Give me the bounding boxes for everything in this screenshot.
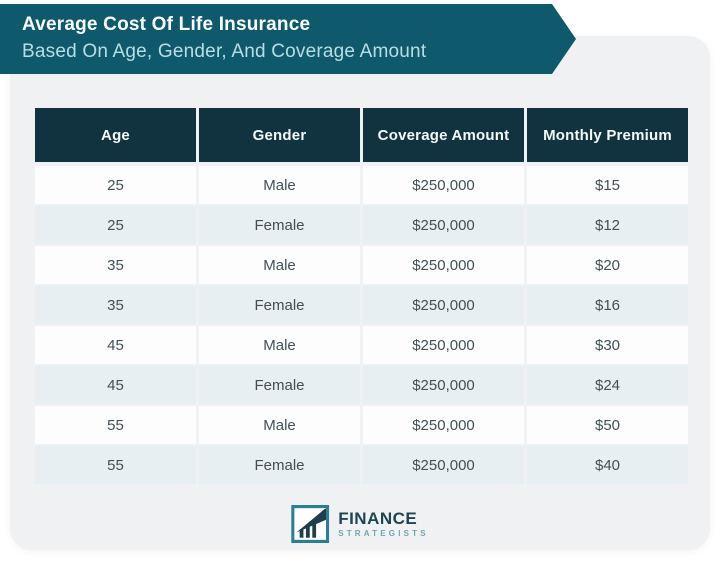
- table-cell: $40: [527, 446, 688, 484]
- table-cell: 25: [35, 166, 196, 204]
- table-cell: $30: [527, 326, 688, 364]
- column-header: Gender: [199, 108, 360, 162]
- table-cell: $250,000: [363, 366, 524, 404]
- table-cell: Female: [199, 286, 360, 324]
- table-cell: $20: [527, 246, 688, 284]
- brand-logo: FINANCE STRATEGISTS: [291, 505, 429, 543]
- table-cell: Female: [199, 446, 360, 484]
- table-cell: $250,000: [363, 166, 524, 204]
- table-cell: $15: [527, 166, 688, 204]
- table-cell: $16: [527, 286, 688, 324]
- table-header-row: Age Gender Coverage Amount Monthly Premium: [35, 108, 688, 162]
- table-cell: 35: [35, 246, 196, 284]
- table-cell: $250,000: [363, 406, 524, 444]
- table-cell: 25: [35, 206, 196, 244]
- table-cell: Male: [199, 246, 360, 284]
- table-body: 25 Male $250,000 $15 25 Female $250,000 $12 35 Ma…: [35, 166, 688, 484]
- table-cell: Male: [199, 166, 360, 204]
- table-cell: 35: [35, 286, 196, 324]
- table-cell: $250,000: [363, 326, 524, 364]
- page-title: Average Cost Of Life Insurance: [22, 14, 311, 35]
- table-cell: $12: [527, 206, 688, 244]
- table-cell: $250,000: [363, 246, 524, 284]
- table-cell: Female: [199, 366, 360, 404]
- table-cell: Female: [199, 206, 360, 244]
- brand-text: FINANCE STRATEGISTS: [338, 510, 429, 538]
- table-cell: 55: [35, 446, 196, 484]
- column-header: Monthly Premium: [527, 108, 688, 162]
- table-cell: $250,000: [363, 286, 524, 324]
- page-subtitle: Based On Age, Gender, And Coverage Amoun…: [22, 40, 427, 62]
- table-cell: Male: [199, 406, 360, 444]
- table-cell: $50: [527, 406, 688, 444]
- table-cell: $24: [527, 366, 688, 404]
- insurance-cost-table: Age Gender Coverage Amount Monthly Premium …: [35, 108, 688, 484]
- table-cell: 45: [35, 366, 196, 404]
- finance-strategists-logo-icon: [291, 505, 330, 543]
- table-cell: $250,000: [363, 446, 524, 484]
- column-header: Age: [35, 108, 196, 162]
- table-cell: $250,000: [363, 206, 524, 244]
- table-cell: 55: [35, 406, 196, 444]
- brand-tagline: STRATEGISTS: [338, 529, 429, 538]
- table-cell: 45: [35, 326, 196, 364]
- table-cell: Male: [199, 326, 360, 364]
- column-header: Coverage Amount: [363, 108, 524, 162]
- brand-name: FINANCE: [338, 509, 418, 528]
- title-banner: Average Cost Of Life Insurance Based On …: [0, 4, 576, 74]
